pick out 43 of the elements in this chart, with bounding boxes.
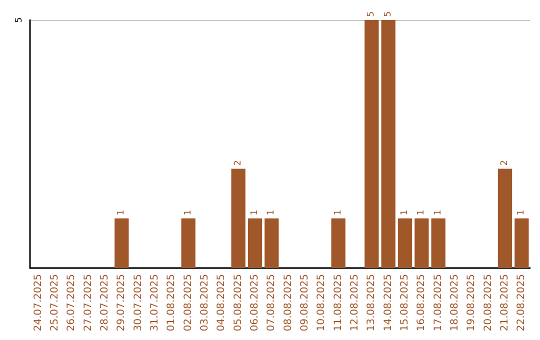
data-label: 1	[433, 210, 444, 216]
data-label: 1	[116, 210, 127, 216]
x-tick-label: 16.08.2025	[416, 274, 428, 332]
data-label: 5	[383, 11, 394, 17]
x-tick-label: 29.07.2025	[116, 274, 128, 332]
x-tick-label: 08.08.2025	[282, 274, 294, 332]
x-tick-label: 04.08.2025	[216, 274, 228, 332]
data-label: 1	[416, 210, 427, 216]
x-tick-label: 24.07.2025	[32, 274, 44, 332]
x-tick-label: 25.07.2025	[50, 274, 60, 332]
x-tick-label: 11.08.2025	[332, 274, 344, 332]
x-tick-label: 17.08.2025	[432, 274, 444, 332]
x-tick-label: 07.08.2025	[266, 274, 278, 332]
x-tick-label: 21.08.2025	[500, 274, 510, 332]
data-label: 1	[400, 210, 410, 216]
x-tick-label: 31.07.2025	[150, 274, 160, 332]
x-tick-label: 05.08.2025	[232, 274, 244, 332]
x-tick-label: 02.08.2025	[182, 274, 194, 332]
x-tick-label: 19.08.2025	[466, 274, 478, 332]
x-tick-label: 10.08.2025	[316, 274, 328, 332]
x-tick-label: 03.08.2025	[200, 274, 210, 332]
x-tick-label: 06.08.2025	[250, 274, 260, 332]
data-label: 1	[250, 210, 260, 216]
x-tick-label: 26.07.2025	[66, 274, 78, 332]
data-label: 2	[500, 160, 510, 166]
x-tick-label: 22.08.2025	[516, 274, 528, 332]
data-label: 1	[516, 210, 527, 216]
x-tick-label: 13.08.2025	[366, 274, 378, 332]
x-tick-label: 12.08.2025	[350, 274, 360, 332]
x-tick-label: 20.08.2025	[482, 274, 494, 332]
x-tick-label: 14.08.2025	[382, 274, 394, 332]
x-tick-label: 27.07.2025	[82, 274, 94, 332]
x-tick-label: 30.07.2025	[132, 274, 144, 332]
x-tick-label: 15.08.2025	[400, 274, 410, 332]
data-label: 1	[266, 210, 277, 216]
data-label: 2	[233, 160, 244, 166]
data-label: 5	[366, 11, 377, 17]
x-tick-label: 01.08.2025	[166, 274, 178, 332]
data-label: 1	[183, 210, 194, 216]
x-tick-label: 28.07.2025	[100, 274, 110, 332]
x-tick-label: 18.08.2025	[450, 274, 460, 332]
data-label: 1	[333, 210, 344, 216]
x-tick-label: 09.08.2025	[300, 274, 310, 332]
